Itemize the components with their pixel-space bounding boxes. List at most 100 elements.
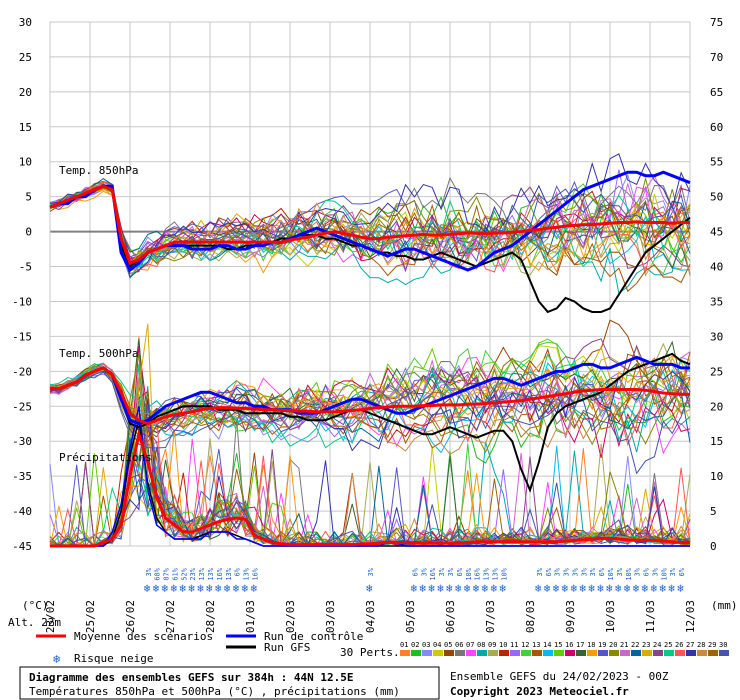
pert-swatch <box>411 650 421 656</box>
perturbation-legend: 01 02 03 04 05 06 07 08 09 10 11 12 13 14 15 16 17 18 19 20… <box>400 641 729 656</box>
caption-title: Diagramme des ensembles GEFS sur 384h : … <box>29 671 354 684</box>
y-tick-right: 10 <box>710 470 723 483</box>
snow-risk-value: 3% <box>438 567 446 576</box>
snowflake-icon: ❄ <box>437 582 444 595</box>
snowflake-icon: ❄ <box>428 582 435 595</box>
snowflake-icon: ❄ <box>446 582 453 595</box>
legend: Moyenne des scénarios Run de contrôle Ru… <box>36 630 729 666</box>
snowflake-icon: ❄ <box>606 582 613 595</box>
snowflake-icon: ❄ <box>642 582 649 595</box>
snow-risk-value: 3% <box>145 567 153 576</box>
pert-id: 10 <box>499 641 507 649</box>
snow-risk-value: 13% <box>207 567 215 580</box>
snowflake-icon: ❄ <box>570 582 577 595</box>
control-precip-line <box>50 406 690 547</box>
y-tick-right: 75 <box>710 16 723 29</box>
y-tick-left: -45 <box>12 540 32 553</box>
snow-risk-value: 6% <box>643 567 651 576</box>
snow-risk-value: 3% <box>420 567 428 576</box>
snow-risk-strip: 3%❄68%❄87%❄61%❄52%❄23%❄13%❄13%❄16%❄13%❄6… <box>144 567 686 595</box>
snow-risk-value: 10% <box>465 567 473 580</box>
pert-id: 14 <box>543 641 551 649</box>
pert-swatch <box>455 650 465 656</box>
snowflake-icon: ❄ <box>224 582 231 595</box>
x-tick: 09/03 <box>564 600 577 633</box>
pert-id: 29 <box>708 641 716 649</box>
snowflake-icon: ❄ <box>206 582 213 595</box>
perturbation-20-t850 <box>49 178 691 270</box>
pert-id: 06 <box>455 641 463 649</box>
x-tick: 27/02 <box>164 600 177 633</box>
snowflake-icon: ❄ <box>179 582 186 595</box>
snow-risk-value: 23% <box>189 567 197 580</box>
control-t500-line <box>50 355 690 426</box>
y-tick-right: 15 <box>710 435 723 448</box>
perturbation-24-t500 <box>49 338 691 438</box>
perturbation-28-t500 <box>49 357 691 455</box>
run-info: Ensemble GEFS du 24/02/2023 - 00Z <box>450 670 669 683</box>
perturbation-08-t500 <box>49 362 691 453</box>
x-tick: 07/03 <box>484 600 497 633</box>
pert-swatch <box>510 650 520 656</box>
pert-id: 05 <box>444 641 452 649</box>
snow-risk-value: 6% <box>598 567 606 576</box>
snow-risk-value: 10% <box>500 567 508 580</box>
perturbation-04-t500 <box>49 345 691 431</box>
x-tick: 03/03 <box>324 600 337 633</box>
pert-swatch <box>587 650 597 656</box>
snow-risk-value: 3% <box>571 567 579 576</box>
y-tick-left: -25 <box>12 400 32 413</box>
y-tick-right: 5 <box>710 505 717 518</box>
perturbations-count: 30 Perts. <box>340 646 400 659</box>
snowflake-icon: ❄ <box>553 582 560 595</box>
snow-risk-value: 3% <box>367 567 375 576</box>
x-tick: 26/02 <box>124 600 137 633</box>
left-unit: (°C) <box>22 599 49 612</box>
altitude-label: Alt. 22m <box>8 616 61 629</box>
label-t850: Temp. 850hPa <box>59 164 138 177</box>
snow-risk-value: 16% <box>429 567 437 580</box>
y-axis: -45 -40 -35 -30 -25 -20 -15 -10 -5 0 5 10 15 20 25 30 0 5… <box>12 16 723 553</box>
gfs-t500-line <box>50 352 691 493</box>
snowflake-icon: ❄ <box>597 582 604 595</box>
perturbation-25-precip <box>49 363 691 547</box>
snow-risk-value: 52% <box>180 567 188 580</box>
x-tick: 02/03 <box>284 600 297 633</box>
snowflake-icon: ❄ <box>144 582 151 595</box>
perturbation-27-t850 <box>49 153 691 279</box>
snowflake-icon: ❄ <box>677 582 684 595</box>
x-axis: 23/02 25/02 26/02 27/02 28/02 01/03 02/03 03/03… <box>44 600 697 633</box>
pert-id: 17 <box>576 641 584 649</box>
pert-id: 16 <box>565 641 573 649</box>
pert-id: 24 <box>653 641 661 649</box>
snowflake-icon: ❄ <box>668 582 675 595</box>
perturbation-30-t850 <box>49 185 691 266</box>
y-tick-left: 10 <box>19 156 32 169</box>
x-tick: 04/03 <box>364 600 377 633</box>
pert-swatch <box>664 650 674 656</box>
snow-risk-value: 10% <box>660 567 668 580</box>
main-lines <box>49 170 691 548</box>
snow-risk-value: 3% <box>634 567 642 576</box>
pert-swatch <box>653 650 663 656</box>
snow-risk-value: 6% <box>234 567 242 576</box>
perturbation-16-t850 <box>49 183 691 262</box>
snowflake-icon: ❄ <box>588 582 595 595</box>
y-tick-left: 30 <box>19 16 32 29</box>
snow-risk-value: 3% <box>651 567 659 576</box>
y-tick-right: 0 <box>710 540 717 553</box>
copyright: Copyright 2023 Meteociel.fr <box>450 685 629 698</box>
x-tick: 12/03 <box>684 600 697 633</box>
snowflake-icon: ❄ <box>562 582 569 595</box>
pert-id: 07 <box>466 641 474 649</box>
pert-swatch <box>488 650 498 656</box>
pert-swatch <box>609 650 619 656</box>
pert-swatch <box>444 650 454 656</box>
pert-swatch <box>576 650 586 656</box>
pert-swatch <box>642 650 652 656</box>
panel-labels: Temp. 850hPa Temp. 500hPa Précipitations… <box>8 164 738 629</box>
pert-id: 08 <box>477 641 485 649</box>
x-tick: 08/03 <box>524 600 537 633</box>
snowflake-icon: ❄ <box>579 582 586 595</box>
pert-swatch <box>598 650 608 656</box>
